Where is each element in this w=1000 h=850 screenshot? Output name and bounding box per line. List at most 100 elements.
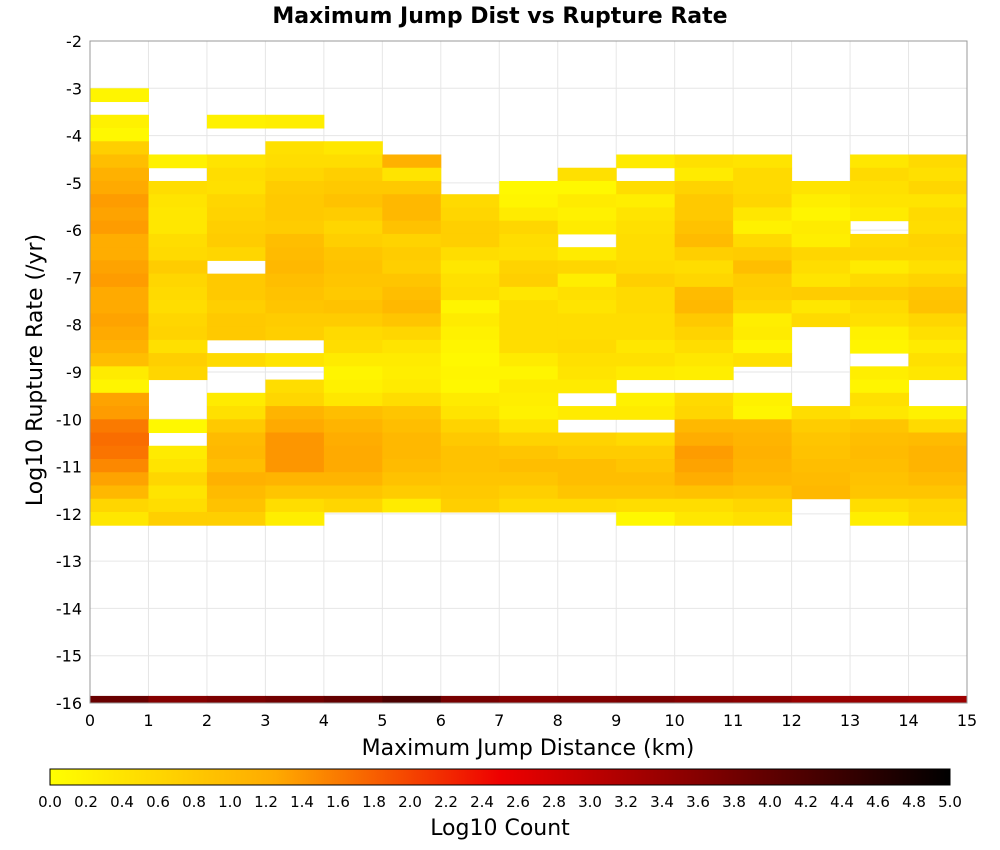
heatmap-cell	[733, 154, 793, 169]
heatmap-cell	[674, 406, 734, 420]
heatmap-cell	[323, 300, 383, 314]
heatmap-cell	[382, 260, 442, 275]
heatmap-cell	[616, 207, 676, 222]
heatmap-cell	[90, 511, 149, 526]
heatmap-cell	[616, 432, 676, 447]
heatmap-cell	[791, 260, 851, 275]
heatmap-cell	[850, 207, 910, 222]
colorbar-tick-label: 4.4	[830, 793, 854, 811]
heatmap-cell	[90, 273, 149, 288]
heatmap-cell	[206, 180, 266, 195]
heatmap-cell	[850, 180, 910, 195]
heatmap-cell	[674, 260, 734, 275]
heatmap-cell	[499, 445, 559, 460]
heatmap-cell	[557, 194, 617, 208]
heatmap-floor-cell	[616, 695, 676, 703]
heatmap-floor-cell	[499, 695, 559, 703]
heatmap-cell	[908, 432, 968, 447]
heatmap-cell	[265, 260, 325, 275]
heatmap-cell	[733, 445, 793, 460]
heatmap-cell	[733, 167, 793, 182]
y-tick-label: -5	[66, 174, 82, 193]
y-tick-label: -7	[66, 268, 82, 287]
heatmap-cell	[323, 194, 383, 208]
heatmap-cell	[908, 233, 968, 248]
heatmap-floor-cell	[850, 695, 910, 703]
heatmap-cell	[90, 485, 149, 500]
heatmap-cell	[557, 379, 617, 394]
chart-title: Maximum Jump Dist vs Rupture Rate	[272, 4, 727, 29]
x-tick-label: 6	[436, 711, 446, 730]
y-tick-label: -13	[56, 552, 82, 571]
heatmap-cell	[90, 286, 149, 301]
heatmap-cell	[265, 406, 325, 420]
heatmap-cell	[557, 339, 617, 354]
heatmap-cell	[440, 366, 500, 381]
y-tick-label: -12	[56, 505, 82, 524]
y-tick-label: -14	[56, 599, 82, 618]
colorbar-tick-label: 3.2	[614, 793, 638, 811]
colorbar-tick-label: 2.2	[434, 793, 458, 811]
heatmap-cell	[850, 339, 910, 354]
heatmap-cell	[733, 406, 793, 420]
heatmap-cell	[382, 498, 442, 513]
colorbar	[49, 768, 951, 786]
colorbar-tick-label: 1.0	[218, 793, 242, 811]
heatmap-cell	[908, 313, 968, 328]
heatmap-cell	[908, 353, 968, 367]
heatmap-cell	[90, 392, 149, 407]
heatmap-cell	[791, 432, 851, 447]
heatmap-cell	[265, 141, 325, 155]
colorbar-tick-label: 0.4	[110, 793, 134, 811]
heatmap-cell	[206, 207, 266, 222]
heatmap-cell	[557, 485, 617, 500]
heatmap-cell	[850, 260, 910, 275]
heatmap-cell	[323, 286, 383, 301]
heatmap-floor-cell	[674, 695, 734, 703]
heatmap-cell	[908, 498, 968, 513]
heatmap-cell	[499, 273, 559, 288]
heatmap-cell	[323, 445, 383, 460]
heatmap-cell	[791, 300, 851, 314]
heatmap-cell	[733, 419, 793, 434]
heatmap-cell	[90, 114, 149, 129]
heatmap-cell	[733, 459, 793, 473]
heatmap-cell	[850, 406, 910, 420]
heatmap-cell	[674, 485, 734, 500]
heatmap-cell	[733, 326, 793, 341]
heatmap-cell	[616, 233, 676, 248]
heatmap-cell	[382, 207, 442, 222]
colorbar-tick-label: 0.2	[74, 793, 98, 811]
heatmap-cell	[908, 194, 968, 208]
heatmap-cell	[440, 260, 500, 275]
heatmap-cell	[323, 366, 383, 381]
y-tick-label: -10	[56, 410, 82, 429]
x-axis-ticks: 0 1 2 3 4 5 6 7 8 9 10 11 12 13 14 15	[85, 711, 977, 730]
heatmap-cell	[557, 180, 617, 195]
heatmap-cell	[382, 326, 442, 341]
heatmap-cell	[265, 273, 325, 288]
heatmap-cell	[148, 326, 208, 341]
x-tick-label: 11	[723, 711, 743, 730]
heatmap-cell	[90, 313, 149, 328]
heatmap-cell	[382, 459, 442, 473]
heatmap-cell	[323, 406, 383, 420]
heatmap-cell	[382, 353, 442, 367]
heatmap-cell	[674, 326, 734, 341]
heatmap-cell	[323, 220, 383, 235]
heatmap-cell	[323, 432, 383, 447]
heatmap-cell	[557, 260, 617, 275]
heatmap-cell	[148, 419, 208, 434]
heatmap-cell	[850, 472, 910, 486]
heatmap-cell	[850, 194, 910, 208]
heatmap-cell	[323, 167, 383, 182]
heatmap-cell	[908, 339, 968, 354]
heatmap-cell	[90, 472, 149, 486]
heatmap-cell	[733, 498, 793, 513]
y-axis-label: Log10 Rupture Rate (/yr)	[23, 234, 48, 506]
heatmap-cell	[265, 353, 325, 367]
heatmap-cell	[265, 286, 325, 301]
colorbar-tick-label: 4.2	[794, 793, 818, 811]
heatmap-cell	[908, 167, 968, 182]
heatmap-cell	[616, 445, 676, 460]
